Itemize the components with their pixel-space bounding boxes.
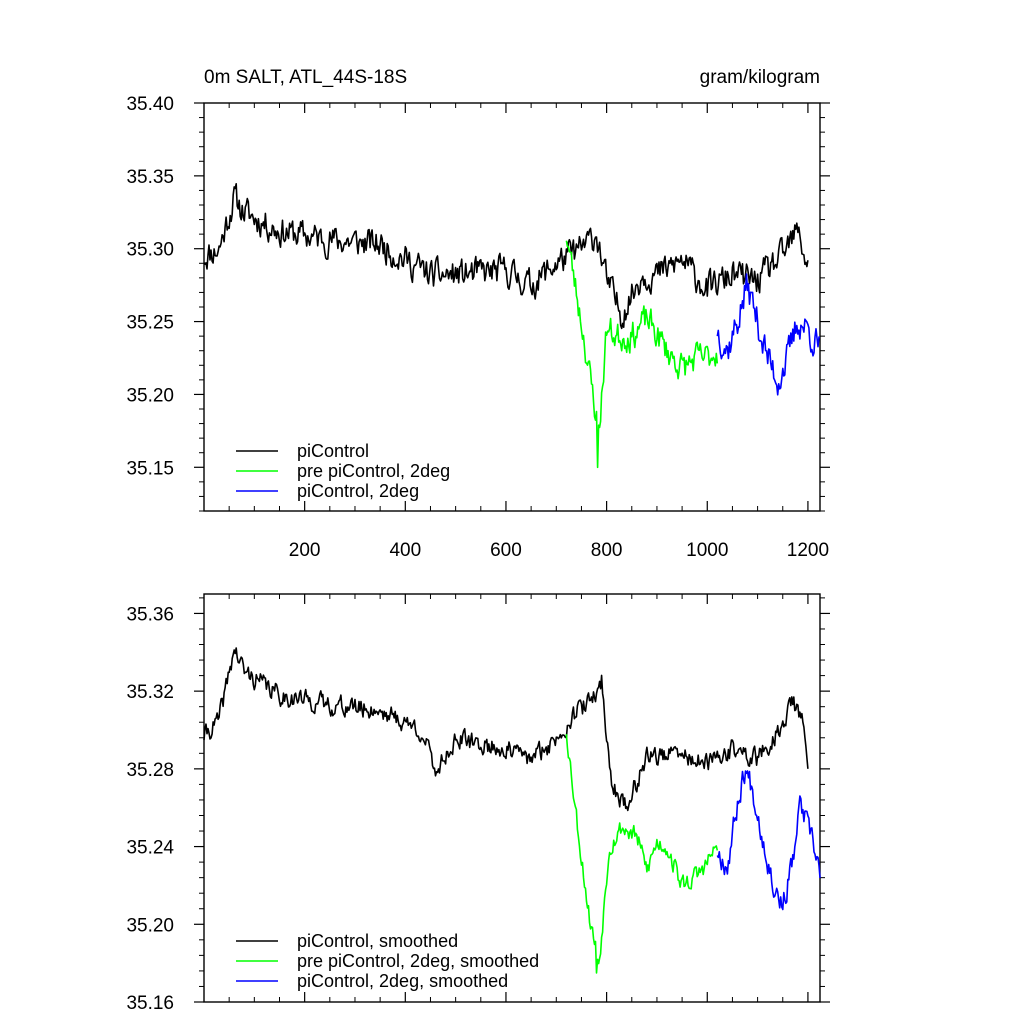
legend-label: piControl, smoothed [297, 931, 458, 951]
legend-label: piControl, 2deg, smoothed [297, 971, 508, 991]
y-tick-label: 35.16 [126, 993, 174, 1014]
y-tick-label: 35.35 [126, 167, 174, 188]
series-line-picontrol-2deg [716, 273, 820, 396]
legend-label: piControl, 2deg [297, 481, 419, 501]
y-tick-label: 35.15 [126, 458, 174, 479]
plot-frame-bottom [203, 593, 821, 1003]
chart-panel-top: 0m SALT, ATL_44S-18S gram/kilogram 200 40… [126, 67, 830, 561]
y-tick-label: 35.20 [126, 385, 174, 406]
legend-label: piControl [297, 441, 369, 461]
x-tick-label: 800 [591, 540, 623, 561]
y-tick-label: 35.20 [126, 915, 174, 936]
y-tick-label: 35.30 [126, 240, 174, 261]
chart-units-label: gram/kilogram [700, 67, 820, 88]
chart-title-left: 0m SALT, ATL_44S-18S [204, 67, 407, 88]
x-tick-label: 1000 [686, 540, 728, 561]
series-line-pre-picontrol-2deg [565, 734, 719, 974]
series-line-picontrol [203, 647, 809, 812]
x-tick-label: 200 [289, 540, 321, 561]
series-line-picontrol-2deg [716, 770, 821, 911]
y-tick-label: 35.36 [126, 604, 174, 625]
x-tick-label: 1200 [787, 540, 829, 561]
x-tick-label: 400 [389, 540, 421, 561]
y-tick-label: 35.28 [126, 760, 174, 781]
series-line-pre-picontrol-2deg [565, 240, 719, 469]
y-tick-label: 35.32 [126, 682, 174, 703]
y-tick-label: 35.40 [126, 94, 174, 115]
y-tick-label: 35.24 [126, 838, 174, 859]
x-tick-label: 600 [490, 540, 522, 561]
y-tick-label: 35.25 [126, 313, 174, 334]
series-line-picontrol [203, 183, 809, 330]
chart-panel-bottom: 35.16 35.20 35.24 35.28 35.32 35.36 piControl,… [126, 593, 830, 1014]
legend-label: pre piControl, 2deg, smoothed [297, 951, 539, 971]
legend-label: pre piControl, 2deg [297, 461, 450, 481]
